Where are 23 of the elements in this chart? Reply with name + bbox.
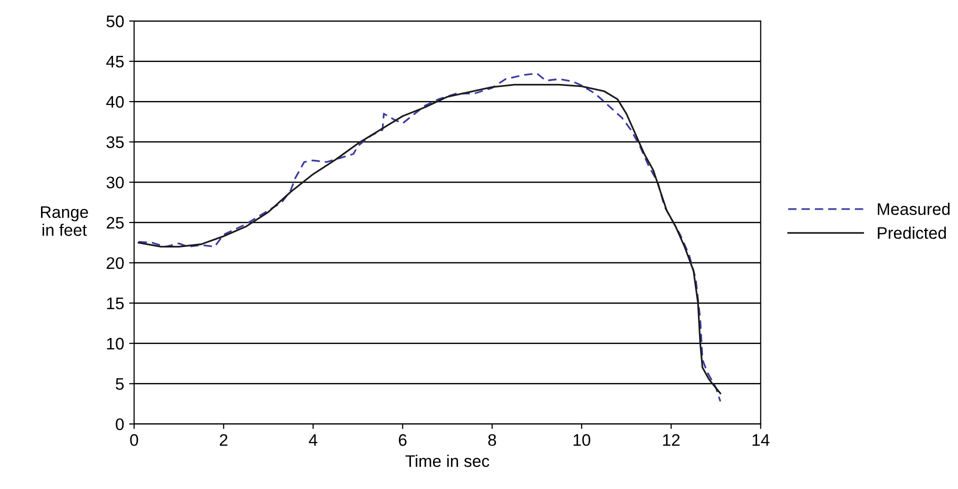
legend-label: Predicted xyxy=(878,226,946,239)
y-tick-label: 30 xyxy=(106,176,124,188)
y-tick-label: 50 xyxy=(106,15,124,28)
y-tick-label: 40 xyxy=(106,96,124,108)
x-tick-label: 0 xyxy=(130,434,138,446)
y-axis-title: Range in feet xyxy=(41,206,88,236)
y-tick-label: 0 xyxy=(116,418,124,430)
x-axis-title: Time in sec xyxy=(405,454,490,468)
x-tick-label: 4 xyxy=(308,434,318,446)
x-tick-label: 8 xyxy=(488,434,496,446)
x-tick-label: 10 xyxy=(574,434,590,446)
y-tick-label: 35 xyxy=(106,136,124,148)
x-tick-label: 14 xyxy=(752,434,770,446)
y-tick-label: 20 xyxy=(106,257,124,269)
y-tick-label: 10 xyxy=(107,338,124,350)
x-tick-label: 12 xyxy=(663,434,680,446)
x-tick-label: 2 xyxy=(220,434,228,446)
y-tick-label: 5 xyxy=(116,378,124,390)
y-tick-label: 45 xyxy=(106,56,124,68)
legend-label: Measured xyxy=(878,202,950,216)
x-tick-label: 6 xyxy=(398,434,407,446)
y-tick-label: 25 xyxy=(106,216,124,229)
y-tick-label: 15 xyxy=(107,298,124,310)
